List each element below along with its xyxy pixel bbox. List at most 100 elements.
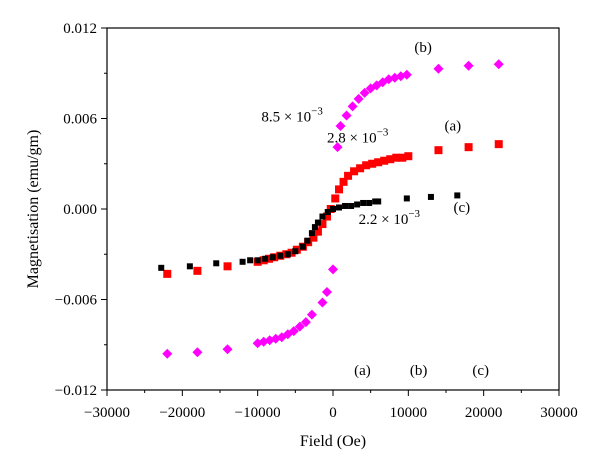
y-tick-label: −0.006	[55, 293, 98, 309]
y-tick-label: 0.000	[63, 202, 97, 218]
data-point-a	[287, 248, 296, 257]
data-point-c	[342, 202, 349, 209]
data-point-b	[463, 60, 474, 71]
data-point-a	[434, 146, 443, 155]
data-point-c	[330, 206, 336, 212]
data-point-a	[356, 164, 365, 173]
data-point-c	[239, 258, 246, 265]
series-c	[158, 192, 461, 271]
data-point-a	[404, 152, 413, 161]
data-point-a	[398, 153, 407, 162]
data-point-a	[193, 266, 202, 275]
data-point-c	[158, 264, 165, 271]
data-point-b	[222, 344, 233, 355]
data-point-b	[321, 286, 332, 297]
data-point-a	[464, 143, 473, 152]
x-tick-label: 10000	[390, 405, 428, 421]
annotation-a-value: 2.8 × 10−3	[327, 127, 389, 147]
data-point-c	[324, 209, 331, 216]
data-point-c	[403, 195, 410, 202]
data-point-a	[368, 159, 377, 168]
data-point-a	[163, 269, 172, 278]
annotation-c-label: (c)	[454, 200, 471, 216]
annotation-c-bottom: (c)	[472, 363, 489, 379]
data-point-c	[213, 260, 220, 267]
data-point-a	[318, 220, 327, 229]
data-point-c	[360, 199, 367, 206]
annotation-a-bottom: (a)	[354, 363, 371, 379]
data-point-c	[319, 213, 326, 220]
x-tick-label: −10000	[235, 405, 281, 421]
data-point-a	[362, 161, 371, 170]
y-axis-title: Magnetisation (emu/gm)	[25, 130, 42, 289]
data-point-a	[494, 140, 503, 149]
data-point-c	[269, 254, 276, 261]
data-point-a	[322, 212, 331, 221]
data-point-a	[335, 185, 344, 194]
data-point-b	[332, 142, 343, 153]
y-tick-label: 0.012	[63, 21, 97, 37]
data-point-a	[344, 171, 353, 180]
x-tick-label: −30000	[84, 405, 130, 421]
data-point-c	[299, 243, 306, 250]
data-point-a	[386, 155, 395, 164]
data-point-c	[354, 201, 361, 208]
y-tick-label: 0.006	[63, 112, 97, 128]
annotation-c-value: 2.2 × 10−3	[359, 208, 421, 228]
data-point-c	[247, 257, 254, 264]
data-point-c	[292, 248, 299, 255]
data-point-b	[317, 297, 328, 308]
data-point-b	[335, 121, 346, 132]
data-point-a	[264, 254, 273, 263]
x-axis-title: Field (Oe)	[300, 433, 366, 450]
data-point-a	[339, 177, 348, 186]
data-point-b	[493, 59, 504, 70]
data-point-c	[375, 198, 382, 205]
data-point-b	[359, 87, 370, 98]
x-tick-label: 30000	[540, 405, 578, 421]
data-point-b	[306, 309, 317, 320]
data-point-c	[186, 263, 193, 270]
data-point-c	[284, 251, 291, 258]
x-tick-label: −20000	[159, 405, 205, 421]
annotation-a-label: (a)	[444, 119, 461, 135]
series-layer	[158, 59, 504, 359]
data-point-a	[223, 262, 232, 271]
data-point-a	[309, 233, 318, 242]
data-point-c	[366, 199, 373, 206]
data-point-a	[392, 153, 401, 162]
data-point-b	[288, 326, 299, 337]
data-point-a	[331, 194, 340, 203]
annotation-b-bottom: (b)	[410, 363, 428, 379]
data-point-c	[372, 198, 379, 205]
annotation-layer: (b) (a) (c) 8.5 × 10−32.8 × 10−3 2.2 × 10−3 (…	[261, 40, 489, 379]
x-tick-label: 20000	[465, 405, 503, 421]
data-point-c	[262, 255, 269, 262]
data-point-c	[304, 237, 311, 244]
data-point-c	[254, 257, 261, 264]
data-point-c	[314, 219, 321, 226]
data-point-b	[300, 317, 311, 328]
data-point-c	[427, 193, 434, 200]
annotation-b-label: (b)	[414, 40, 432, 56]
data-point-b	[328, 264, 338, 275]
data-point-c	[454, 192, 461, 199]
y-axis-ticks: −0.012 −0.006 0.000 0.006 0.012	[55, 21, 107, 399]
data-point-b	[433, 63, 444, 74]
data-point-a	[350, 167, 359, 176]
x-axis-ticks: −30000 −20000 −10000 0 10000 20000 30000	[84, 390, 578, 421]
data-point-c	[277, 252, 284, 259]
data-point-c	[336, 204, 343, 211]
x-tick-label: 0	[329, 405, 337, 421]
data-point-b	[192, 347, 203, 358]
data-point-b	[347, 101, 358, 112]
data-point-b	[294, 321, 305, 332]
data-point-a	[374, 158, 383, 167]
data-point-c	[348, 202, 355, 209]
data-point-b	[162, 348, 173, 359]
y-tick-label: −0.012	[55, 383, 97, 399]
data-point-b	[341, 110, 352, 121]
data-point-a	[380, 156, 389, 165]
series-b	[162, 59, 504, 359]
